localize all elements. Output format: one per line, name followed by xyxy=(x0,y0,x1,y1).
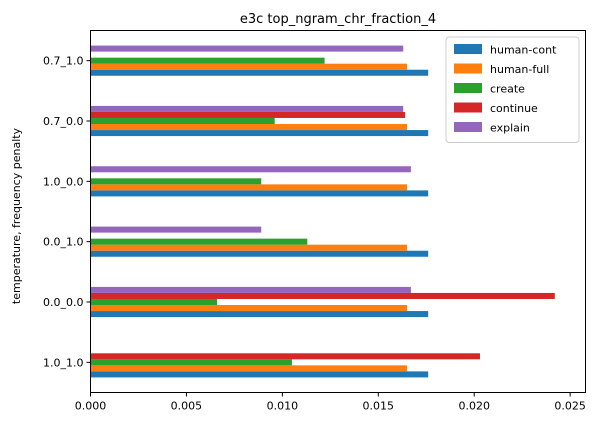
legend-swatch-human-cont xyxy=(454,44,482,54)
bar-human-full-0.0_0.0 xyxy=(90,305,408,312)
legend-frame xyxy=(445,36,580,143)
bar-human-cont-0.0_0.0 xyxy=(90,311,429,318)
y-tick-label: 0.0_1.0 xyxy=(43,236,84,249)
y-tick-label: 0.7_0.0 xyxy=(43,115,84,128)
legend-label-continue: continue xyxy=(490,102,538,115)
bar-human-full-0.7_0.0 xyxy=(90,124,408,131)
bar-human-full-1.0_1.0 xyxy=(90,365,408,372)
x-ticks: 0.000 0.005 0.010 0.015 0.020 0.025 xyxy=(75,392,586,413)
bar-continue-0.7_0.0 xyxy=(90,111,406,118)
bar-human-cont-0.7_0.0 xyxy=(90,130,429,137)
bar-continue-0.0_0.0 xyxy=(90,292,555,299)
bars-layer xyxy=(90,45,555,378)
bar-human-full-0.0_1.0 xyxy=(90,244,408,251)
y-tick-label: 0.7_1.0 xyxy=(43,55,84,68)
legend-swatch-create xyxy=(454,83,482,93)
bar-human-cont-0.7_1.0 xyxy=(90,69,429,76)
bar-create-1.0_0.0 xyxy=(90,178,262,185)
bar-create-0.7_0.0 xyxy=(90,117,275,125)
bar-human-cont-1.0_1.0 xyxy=(90,371,429,378)
bar-explain-0.7_0.0 xyxy=(90,105,404,112)
bar-human-full-0.7_1.0 xyxy=(90,63,408,70)
legend-swatch-continue xyxy=(454,102,482,113)
x-tick-label: 0.000 xyxy=(75,400,107,413)
bar-human-cont-0.0_1.0 xyxy=(90,250,429,257)
y-axis-label: temperature, frequency penalty xyxy=(10,127,23,304)
legend-swatch-explain xyxy=(454,122,482,132)
chart-title: e3c top_ngram_chr_fraction_4 xyxy=(240,12,436,27)
x-tick-label: 0.020 xyxy=(458,400,490,413)
bar-explain-1.0_0.0 xyxy=(90,166,411,173)
plot-frame xyxy=(90,30,586,393)
x-tick-label: 0.005 xyxy=(171,400,203,413)
x-tick-label: 0.010 xyxy=(267,400,299,413)
legend-label-create: create xyxy=(490,83,525,96)
legend: human-cont human-full create continue explai… xyxy=(445,36,580,143)
bar-explain-0.0_1.0 xyxy=(90,226,262,233)
y-ticks: 1.0_1.0 0.0_0.0 0.0_1.0 1.0_0.0 0.7_0.0 0.7_1… xyxy=(43,55,91,369)
x-tick-label: 0.015 xyxy=(363,400,395,413)
y-tick-label: 1.0_0.0 xyxy=(43,175,84,188)
bar-create-1.0_1.0 xyxy=(90,359,292,366)
legend-swatch-human-full xyxy=(454,63,482,74)
bar-human-full-1.0_0.0 xyxy=(90,184,408,191)
bar-create-0.0_1.0 xyxy=(90,238,308,245)
legend-label-human-full: human-full xyxy=(490,63,549,76)
bar-create-0.0_0.0 xyxy=(90,298,218,306)
bar-create-0.7_1.0 xyxy=(90,57,325,64)
bar-continue-1.0_1.0 xyxy=(90,353,480,360)
x-tick-label: 0.025 xyxy=(554,400,586,413)
y-tick-label: 0.0_0.0 xyxy=(43,296,84,309)
bar-explain-0.0_0.0 xyxy=(90,286,411,293)
y-tick-label: 1.0_1.0 xyxy=(43,356,84,369)
bar-explain-0.7_1.0 xyxy=(90,45,404,52)
legend-label-human-cont: human-cont xyxy=(490,44,557,57)
bar-human-cont-1.0_0.0 xyxy=(90,190,429,197)
legend-label-explain: explain xyxy=(490,122,530,135)
